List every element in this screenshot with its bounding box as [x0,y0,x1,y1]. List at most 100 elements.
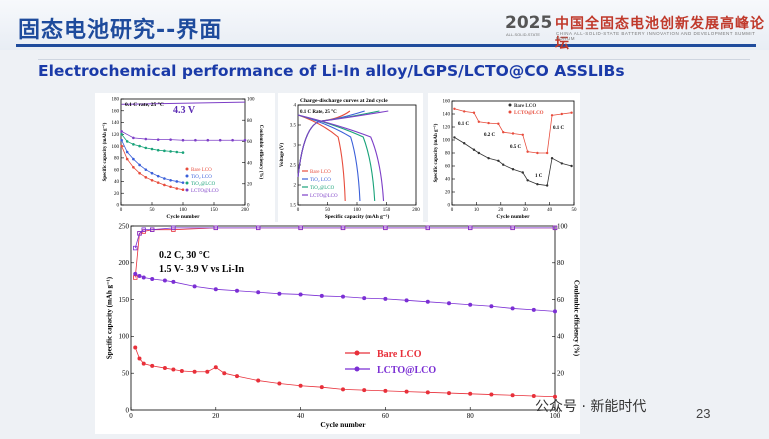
series-0-point [138,171,141,175]
series-1-point [521,133,524,136]
x-tick-label: 50 [572,208,578,213]
series-0-point [120,144,123,148]
y-axis-label: Specific capacity (mAh g⁻¹) [433,123,439,182]
x-tick-label: 0 [451,208,454,213]
series-0-point [150,178,154,182]
series-0-point [319,385,324,390]
legend-marker [354,350,360,356]
series-1-point [511,132,515,135]
series-1-point [497,122,500,125]
y2-tick-label: 40 [247,161,253,166]
series-1-point [138,163,141,167]
title-rule [16,44,756,47]
x-tick-label: 40 [297,412,305,420]
series-1-point [137,274,142,279]
y-tick-label: 2 [294,184,297,189]
y-tick-label: 150 [119,296,130,304]
series-1-point [472,111,476,114]
chart-annotation: 1.5 V- 3.9 V vs Li-In [159,264,245,275]
series-0-point [192,369,197,374]
series-0-point [150,363,155,368]
y2-tick-label: 20 [247,182,253,187]
logo-forum-name: 中国全固态电池创新发展高峰论坛 [555,16,765,52]
legend-entry: Bare LCO [310,170,331,175]
y-tick-label: 3 [294,144,297,149]
chart-charge-discharge-panel: 0 50 100 150 200 1.5 2 2.5 3 3.5 4 Specific capacit… [278,93,423,223]
y2-tick-label: 60 [247,140,253,145]
series-1-point [536,151,539,155]
x-tick-label: 100 [550,412,561,420]
series-1-point [463,110,466,113]
y-tick-label: 100 [119,333,130,341]
series-0-point [133,345,138,350]
x-tick-label: 80 [467,412,475,420]
series-1-line [135,273,556,312]
series-1-point [447,301,451,306]
series-1-point [169,178,172,182]
series-0-line [134,347,556,398]
efficiency-1-point [510,225,515,231]
legend-entry: TiO₂@LCO [191,182,216,187]
series-0-line [121,145,184,191]
legend-entry: Bare LCO [191,168,212,173]
y-tick-label: 1.5 [290,204,297,209]
series-1-point [277,291,282,296]
efficiency-1-point [340,225,346,231]
y-tick-label: 4 [294,104,297,109]
series-0-point [125,157,129,161]
series-1-point [141,275,146,280]
slide-header [0,0,769,50]
chart-title: Charge-discharge curves at 2nd cycle [300,98,388,104]
series-1-point [181,181,185,184]
legend-marker [185,167,189,171]
series-0-point [298,383,303,388]
legend-entry: TiO₂ LCO [310,178,331,183]
y-tick-label: 0 [126,406,130,414]
y2-tick-label: 60 [557,296,565,304]
chart-long-cycling-panel: 0 20 40 60 80 100 0 50 100 150 200 250 Cycle number S… [95,222,580,434]
legend-marker [185,188,189,192]
plot-frame [451,100,575,206]
divider [38,59,750,60]
x-tick-label: 60 [382,412,390,420]
logo-forum-english: CHINA ALL-SOLID-STATE BATTERY INNOVATION… [556,31,756,41]
discharge-curve-3 [297,114,385,202]
slide-title: 固态电池研究--界面 [18,18,223,43]
series-0-point [137,356,142,361]
series-0-point [489,392,494,397]
x-tick-label: 200 [412,208,420,213]
x-tick-label: 20 [498,208,504,213]
series-0-point [510,393,515,398]
series-1-point [404,298,409,303]
series-0-point [404,389,409,394]
x-tick-label: 50 [325,208,331,213]
efficiency-1-point [552,225,558,231]
y-tick-label: 0 [117,204,120,209]
legend-marker [508,110,512,114]
x-tick-label: 200 [241,208,249,213]
efficiency-1-point [171,225,176,231]
series-2-point [163,149,166,153]
wechat-watermark: 公众号 · 新能时代 [535,399,647,415]
slide-headline: Electrochemical performance of Li-In all… [38,62,625,80]
series-1-point [175,180,179,183]
series-0-point [545,184,549,187]
series-0-point [570,164,573,168]
series-3-point [218,138,222,142]
x-tick-label: 10 [474,208,480,213]
x-tick-label: 30 [523,208,529,213]
series-0-point [447,391,451,396]
series-0-point [497,159,500,162]
chart-annotation: 0.1 C rate, 25 °C [125,101,164,108]
y-tick-label: 120 [443,126,451,131]
y2-tick-label: 100 [557,222,568,230]
series-1-point [570,111,573,114]
series-2-point [150,147,154,151]
x-axis-label: Specific capacity (mAh g⁻¹) [325,213,390,220]
series-0-point [553,394,557,399]
y-tick-label: 100 [112,145,120,150]
legend-entry: LCTO@LCO [191,189,219,194]
y-tick-label: 40 [114,180,120,185]
series-0-point [468,391,473,396]
y-tick-label: 2.5 [290,164,297,169]
